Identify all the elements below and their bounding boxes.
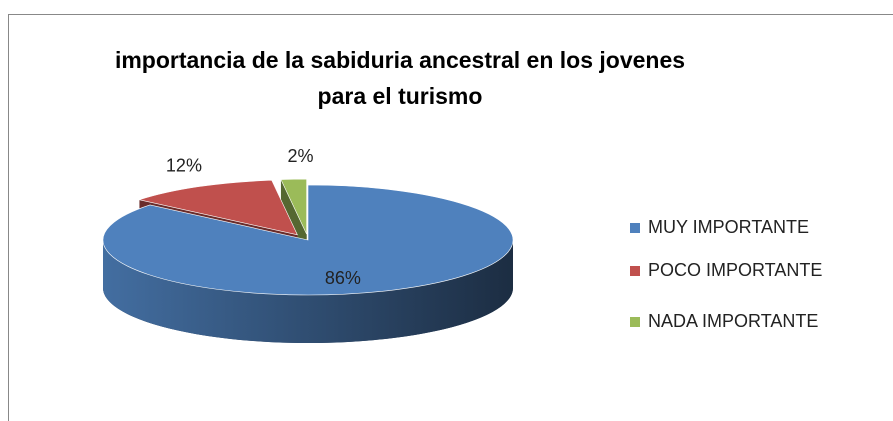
legend-label: NADA IMPORTANTE: [648, 311, 818, 331]
data-label: 2%: [288, 146, 314, 166]
legend-swatch: [630, 266, 640, 276]
legend-label: POCO IMPORTANTE: [648, 260, 822, 280]
legend-label: MUY IMPORTANTE: [648, 217, 809, 237]
data-label: 86%: [325, 268, 361, 288]
slice: [280, 178, 307, 235]
legend-swatch: [630, 223, 640, 233]
data-label: 12%: [166, 155, 202, 175]
slice: [138, 179, 298, 236]
slice: [102, 184, 514, 296]
slice-wall: [103, 240, 513, 343]
chart-title: importancia de la sabiduria ancestral en…: [114, 47, 686, 109]
legend-swatch: [630, 317, 640, 327]
